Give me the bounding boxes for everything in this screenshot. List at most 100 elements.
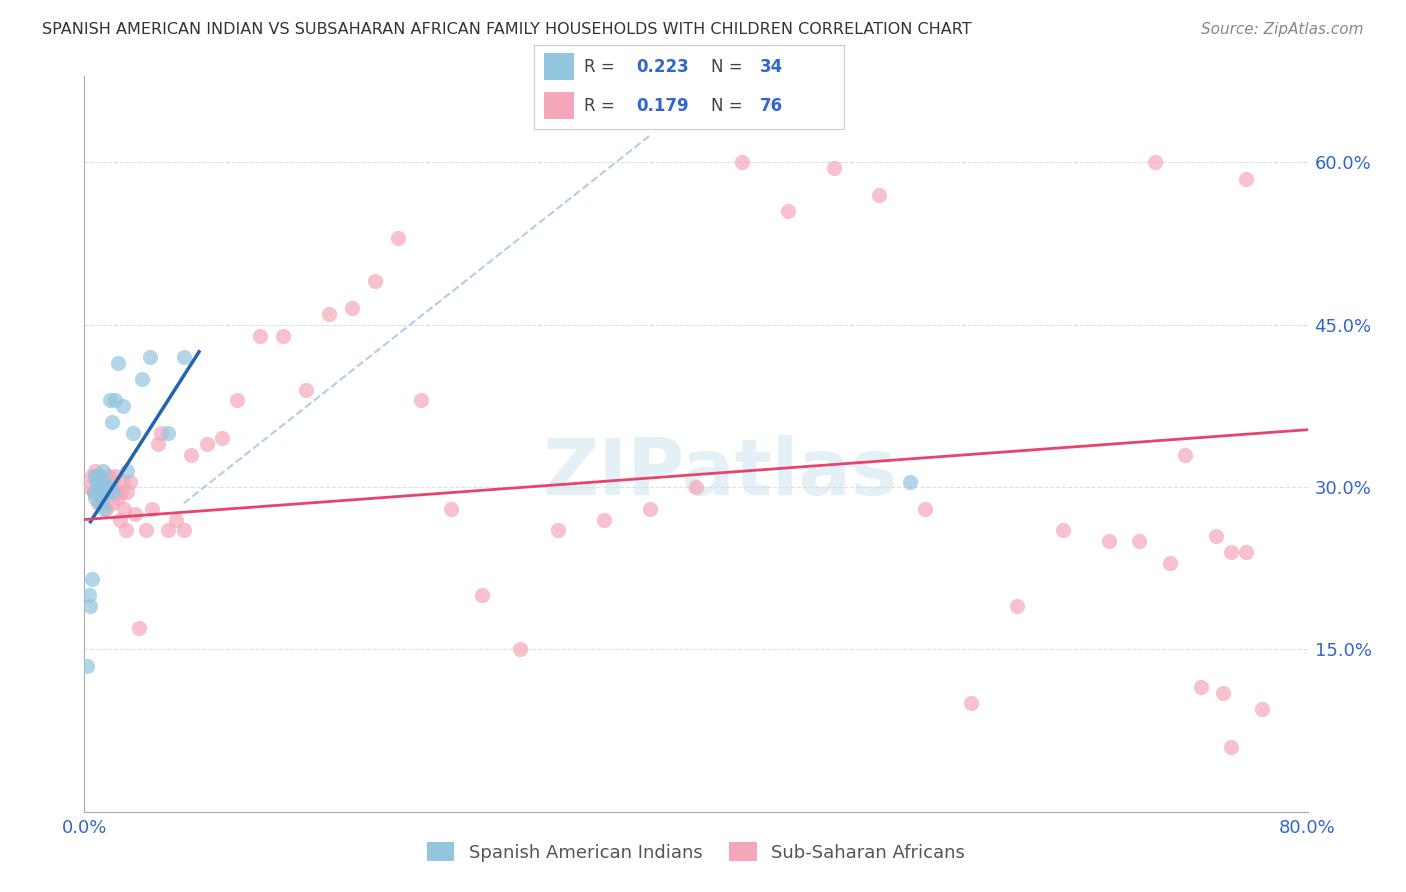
Point (105, 485, 128, 500)
Point (83, 485, 105, 500)
Point (141, 501, 163, 516)
Point (93, 475, 115, 489)
Point (90, 480, 112, 494)
Point (89, 496, 111, 510)
Point (211, 431, 233, 445)
Point (96, 485, 118, 500)
Point (776, 204, 799, 219)
Point (115, 464, 138, 478)
Point (97, 469, 120, 483)
Point (114, 524, 136, 538)
Bar (544, 92, 575, 120)
Text: N =: N = (710, 96, 748, 114)
Point (87, 480, 110, 494)
Bar (544, 54, 575, 80)
Point (249, 328, 271, 343)
Point (157, 425, 180, 440)
Point (1005, 599, 1028, 613)
Point (823, 161, 845, 175)
Point (318, 307, 340, 321)
Point (94, 480, 117, 494)
Point (180, 448, 202, 462)
Legend: Spanish American Indians, Sub-Saharan Africans: Spanish American Indians, Sub-Saharan Af… (420, 835, 972, 869)
Point (471, 588, 494, 602)
Point (1143, 155, 1166, 169)
Point (364, 275, 387, 289)
Point (1159, 556, 1181, 570)
Text: R =: R = (583, 96, 620, 114)
Point (1220, 739, 1243, 754)
Point (108, 512, 131, 526)
Point (149, 425, 172, 440)
Point (122, 425, 145, 440)
Point (98, 485, 121, 500)
Point (111, 475, 134, 489)
Point (1212, 686, 1234, 700)
Point (509, 642, 531, 657)
Point (110, 485, 132, 500)
Point (960, 697, 983, 711)
Point (195, 436, 218, 450)
Point (103, 485, 125, 500)
Point (104, 393, 127, 408)
Point (173, 524, 195, 538)
Point (91, 496, 114, 510)
Point (76, 658, 98, 673)
Point (271, 328, 294, 343)
Point (89, 480, 111, 494)
Point (79, 599, 101, 613)
Point (135, 524, 157, 538)
Point (1236, 171, 1258, 186)
Point (87, 469, 110, 483)
Point (86, 475, 108, 489)
Point (440, 501, 463, 516)
Text: 0.223: 0.223 (637, 58, 689, 76)
Point (157, 524, 180, 538)
Point (94, 501, 117, 516)
Point (131, 372, 153, 386)
Point (1236, 545, 1258, 559)
Point (173, 350, 195, 364)
Point (89, 480, 111, 494)
Point (93, 501, 115, 516)
Point (165, 512, 187, 526)
Text: 34: 34 (761, 58, 783, 76)
Point (97, 480, 120, 494)
Point (128, 621, 150, 635)
Point (1220, 545, 1243, 559)
Point (87, 496, 110, 510)
Point (90, 469, 112, 483)
Point (103, 480, 125, 494)
Point (83, 485, 105, 500)
Point (593, 512, 616, 526)
Point (226, 393, 249, 408)
Point (124, 507, 146, 521)
Point (107, 356, 129, 370)
Point (409, 393, 432, 408)
Point (91, 464, 114, 478)
Text: R =: R = (583, 58, 620, 76)
Point (1098, 534, 1121, 549)
Point (139, 350, 162, 364)
Point (898, 475, 921, 489)
Point (1189, 680, 1212, 694)
Point (1052, 524, 1074, 538)
Text: SPANISH AMERICAN INDIAN VS SUBSAHARAN AFRICAN FAMILY HOUSEHOLDS WITH CHILDREN CO: SPANISH AMERICAN INDIAN VS SUBSAHARAN AF… (42, 22, 972, 37)
Point (146, 436, 169, 450)
Point (914, 501, 936, 516)
Point (80, 572, 103, 586)
Point (96, 480, 118, 494)
Point (98, 393, 121, 408)
Point (1250, 702, 1272, 716)
Text: 0.179: 0.179 (637, 96, 689, 114)
Point (77, 480, 100, 494)
Point (93, 480, 115, 494)
Point (295, 383, 318, 397)
Point (80, 469, 103, 483)
Point (1205, 529, 1227, 543)
Point (547, 524, 569, 538)
Point (90, 496, 112, 510)
Point (685, 480, 707, 494)
Point (104, 469, 127, 483)
Text: 76: 76 (761, 96, 783, 114)
